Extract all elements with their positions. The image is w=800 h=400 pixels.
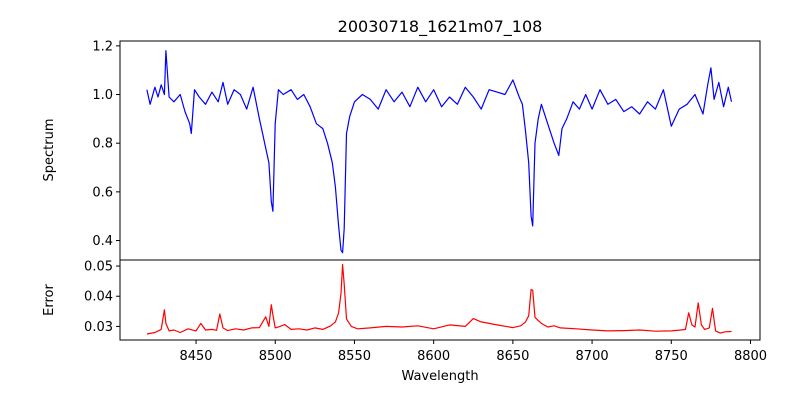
x-axis-label: Wavelength <box>401 369 478 384</box>
spectrum-y-tick-label: 0.8 <box>92 137 113 152</box>
error-y-axis-label: Error <box>42 284 57 316</box>
error-x-tick-label: 8500 <box>259 349 292 364</box>
chart-title: 20030718_1621m07_108 <box>338 17 543 37</box>
spectrum-line-group <box>146 50 733 254</box>
error-y-tick-label: 0.04 <box>84 290 113 305</box>
spectrum-y-tick-label: 0.6 <box>92 185 113 200</box>
error-x-tick-label: 8800 <box>734 349 767 364</box>
error-x-tick-label: 8550 <box>338 349 371 364</box>
error-panel: 0.03 0.04 0.05 8450 8500 8550 8600 8650 8700 875… <box>42 259 767 384</box>
error-axes-frame <box>119 259 761 341</box>
error-x-ticks: 8450 8500 8550 8600 8650 8700 8750 8800 <box>179 340 767 364</box>
spectrum-panel: 0.4 0.6 0.8 1.0 1.2 Spectrum <box>42 39 761 261</box>
spectrum-y-tick-label: 0.4 <box>92 234 113 249</box>
error-x-tick-label: 8650 <box>496 349 529 364</box>
spectrum-y-tick-label: 1.0 <box>92 88 113 103</box>
error-line-group <box>146 263 732 335</box>
error-y-tick-label: 0.05 <box>84 260 113 275</box>
spectrum-series-line <box>146 50 733 254</box>
error-y-ticks: 0.03 0.04 0.05 <box>84 260 120 335</box>
error-series-line <box>146 263 732 335</box>
spectrum-y-tick-label: 1.2 <box>92 39 113 54</box>
error-x-tick-label: 8750 <box>655 349 688 364</box>
error-x-tick-label: 8600 <box>417 349 450 364</box>
spectrum-y-ticks: 0.4 0.6 0.8 1.0 1.2 <box>92 39 120 249</box>
error-y-tick-label: 0.03 <box>84 320 113 335</box>
error-x-tick-label: 8450 <box>179 349 212 364</box>
spectrum-y-axis-label: Spectrum <box>42 119 57 182</box>
error-x-tick-label: 8700 <box>576 349 609 364</box>
